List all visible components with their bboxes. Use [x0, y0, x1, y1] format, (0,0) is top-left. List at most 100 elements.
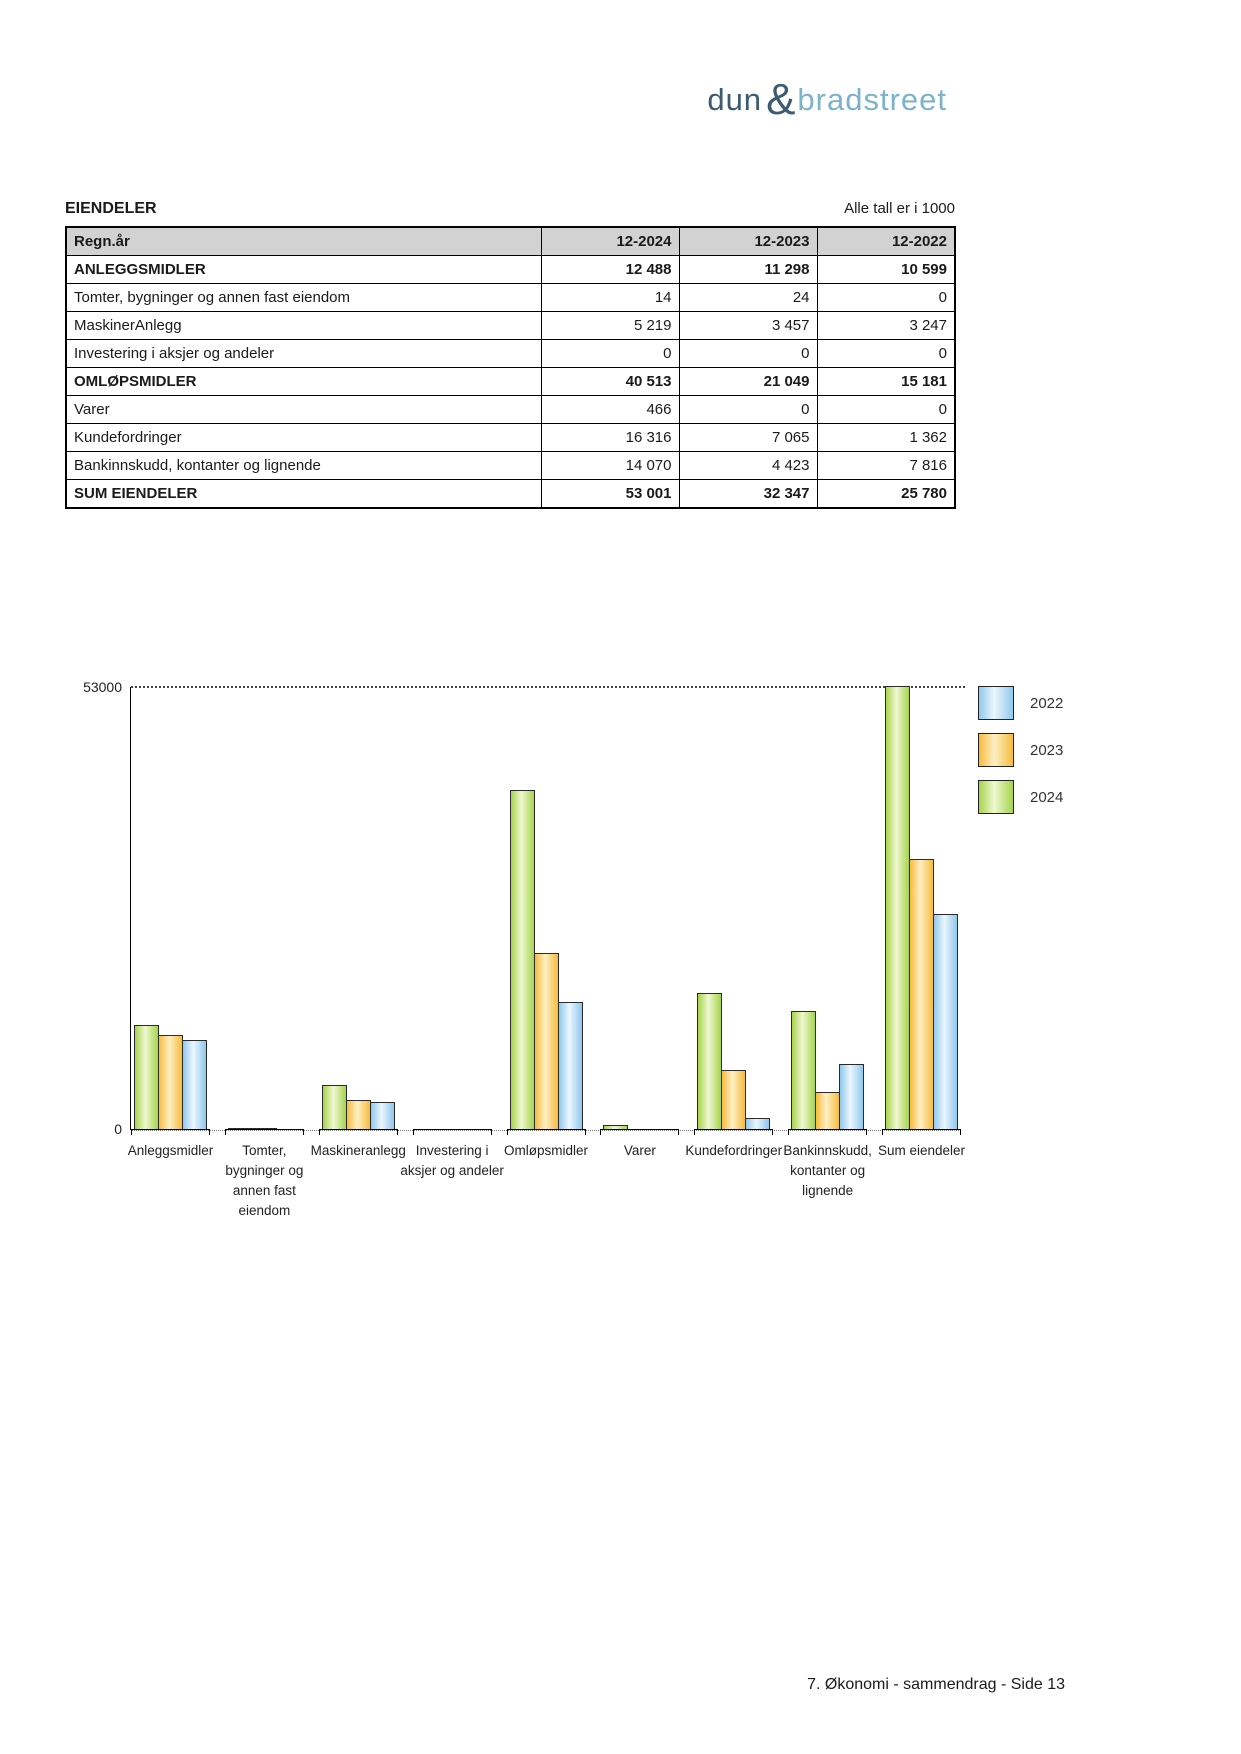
bar-group: Anleggsmidler	[128, 687, 213, 1158]
bar-2023	[721, 1070, 747, 1129]
bar-2023	[345, 1100, 371, 1129]
category-label: Bankinnskudd, kontanter og lignende	[783, 1143, 872, 1198]
row-value: 0	[816, 395, 956, 424]
row-label: ANLEGGSMIDLER	[65, 255, 542, 284]
assets-table-body: ANLEGGSMIDLER 12 488 11 298 10 599 Tomter, b…	[65, 255, 956, 509]
category-label: Tomter, bygninger og annen fast eiendom	[225, 1143, 304, 1218]
y-axis-zero-label: 0	[114, 1121, 122, 1137]
bar-2024	[791, 1011, 817, 1129]
row-value: 16 316	[540, 423, 680, 452]
legend-entry: 2023	[978, 733, 1063, 767]
row-label: MaskinerAnlegg	[65, 311, 542, 340]
bar-2024	[134, 1025, 159, 1129]
row-value: 11 298	[678, 255, 818, 284]
row-value: 5 219	[540, 311, 680, 340]
row-label: Investering i aksjer og andeler	[65, 339, 542, 368]
logo-ampersand-icon: &	[766, 75, 797, 124]
legend-swatch-2022	[978, 686, 1014, 720]
row-value: 466	[540, 395, 680, 424]
row-value: 0	[678, 339, 818, 368]
row-value: 21 049	[678, 367, 818, 396]
row-value: 12 488	[540, 255, 680, 284]
chart-legend: 2022 2023 2024	[978, 686, 1063, 827]
logo-text-dun: dun	[707, 82, 763, 117]
table-row: Varer 466 0 0	[65, 395, 956, 424]
bar-2024	[227, 1128, 253, 1129]
column-header-year: 12-2023	[678, 226, 818, 256]
row-value: 32 347	[678, 479, 818, 509]
bar-2024	[509, 790, 535, 1129]
row-label: Tomter, bygninger og annen fast eiendom	[65, 283, 542, 312]
row-value: 0	[540, 339, 680, 368]
bar-group: Investering i aksjer og andeler	[400, 687, 504, 1178]
column-header-label: Regn.år	[65, 226, 542, 256]
row-value: 10 599	[816, 255, 956, 284]
column-header-year: 12-2022	[816, 226, 956, 256]
row-label: SUM EIENDELER	[65, 479, 542, 509]
bar-2024	[603, 1125, 629, 1129]
row-value: 25 780	[816, 479, 956, 509]
bar-group: Maskineranlegg	[311, 687, 406, 1158]
row-value: 3 457	[678, 311, 818, 340]
row-value: 0	[816, 339, 956, 368]
bar-2024	[697, 993, 723, 1129]
row-label: Kundefordringer	[65, 423, 542, 452]
page-footer: 7. Økonomi - sammendrag - Side 13	[807, 1676, 1065, 1693]
bar-group: Omløpsmidler	[504, 687, 588, 1158]
row-value: 7 065	[678, 423, 818, 452]
bar-2022	[557, 1002, 583, 1129]
row-label: OMLØPSMIDLER	[65, 367, 542, 396]
y-axis-max-label: 53000	[83, 679, 122, 695]
legend-label: 2023	[1030, 741, 1064, 759]
row-value: 15 181	[816, 367, 956, 396]
bar-group: Sum eiendeler	[878, 686, 965, 1158]
bar-group: Kundefordringer	[685, 687, 782, 1158]
legend-entry: 2022	[978, 686, 1063, 720]
bar-2023	[533, 953, 559, 1129]
table-row: OMLØPSMIDLER 40 513 21 049 15 181	[65, 367, 956, 396]
bar-2022	[933, 914, 958, 1129]
row-value: 4 423	[678, 451, 818, 480]
logo-text-bradstreet: bradstreet	[797, 82, 947, 117]
bar-group: Bankinnskudd, kontanter og lignende	[783, 687, 872, 1198]
section-title: EIENDELER	[65, 200, 157, 217]
row-value: 40 513	[540, 367, 680, 396]
legend-label: 2022	[1030, 694, 1064, 712]
section-heading-row: EIENDELER Alle tall er i 1000	[65, 200, 955, 218]
bar-2023	[815, 1092, 841, 1129]
row-value: 24	[678, 283, 818, 312]
row-value: 1 362	[816, 423, 956, 452]
bar-2024	[885, 686, 910, 1129]
row-value: 53 001	[540, 479, 680, 509]
dun-bradstreet-logo: dun & bradstreet	[707, 74, 947, 122]
row-value: 0	[816, 283, 956, 312]
column-header-year: 12-2024	[540, 226, 680, 256]
table-row: MaskinerAnlegg 5 219 3 457 3 247	[65, 311, 956, 340]
bar-2023	[909, 859, 934, 1129]
category-label: Maskineranlegg	[310, 1143, 406, 1158]
category-label: Omløpsmidler	[503, 1143, 588, 1158]
legend-swatch-2023	[978, 733, 1014, 767]
row-value: 7 816	[816, 451, 956, 480]
category-label: Kundefordringer	[685, 1143, 783, 1158]
category-label: Anleggsmidler	[127, 1143, 214, 1158]
bar-2022	[839, 1064, 865, 1129]
units-note: Alle tall er i 1000	[844, 200, 955, 217]
assets-table: Regn.år 12-2024 12-2023 12-2022 ANLEGGSMIDL…	[65, 226, 956, 509]
bar-2023	[251, 1128, 277, 1129]
category-label: Investering i aksjer og andeler	[400, 1143, 504, 1178]
legend-entry: 2024	[978, 780, 1063, 814]
table-row: Investering i aksjer og andeler 0 0 0	[65, 339, 956, 368]
bar-2022	[369, 1102, 395, 1129]
bar-2024	[321, 1085, 347, 1129]
bar-2023	[158, 1035, 183, 1129]
bar-group: Varer	[600, 687, 680, 1158]
bar-group: Tomter, bygninger og annen fast eiendom	[224, 687, 304, 1218]
row-value: 3 247	[816, 311, 956, 340]
table-row: Bankinnskudd, kontanter og lignende 14 07…	[65, 451, 956, 480]
row-value: 0	[678, 395, 818, 424]
table-row: ANLEGGSMIDLER 12 488 11 298 10 599	[65, 255, 956, 284]
table-row: Kundefordringer 16 316 7 065 1 362	[65, 423, 956, 452]
table-header-row: Regn.år 12-2024 12-2023 12-2022	[65, 226, 956, 256]
